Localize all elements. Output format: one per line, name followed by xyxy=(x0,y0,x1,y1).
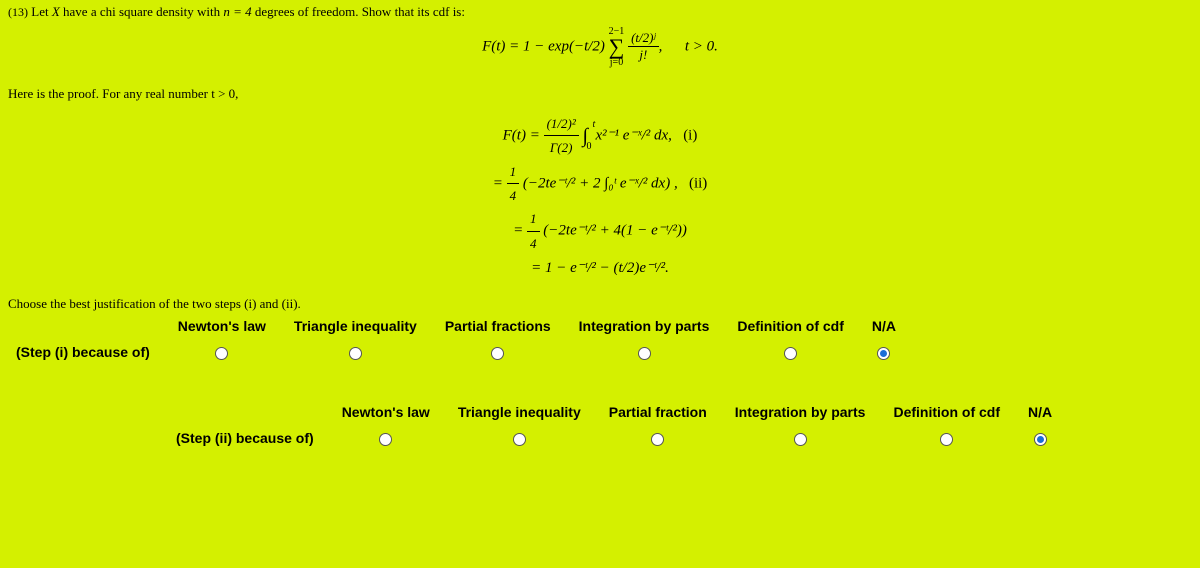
col-header: Integration by parts xyxy=(565,314,724,338)
col-header: Newton's law xyxy=(328,400,444,424)
row-label: (Step (i) because of) xyxy=(8,338,164,366)
col-header: Triangle inequality xyxy=(280,314,431,338)
radio-step-ii-partial[interactable] xyxy=(651,433,664,446)
table-header-row: Newton's law Triangle inequality Partial… xyxy=(8,314,910,338)
col-header: Definition of cdf xyxy=(879,400,1014,424)
radio-step-i-parts[interactable] xyxy=(638,347,651,360)
col-header: Integration by parts xyxy=(721,400,880,424)
answer-table-step-ii: Newton's law Triangle inequality Partial… xyxy=(168,400,1066,452)
radio-step-ii-newton[interactable] xyxy=(379,433,392,446)
col-header: Partial fractions xyxy=(431,314,565,338)
radio-step-i-triangle[interactable] xyxy=(349,347,362,360)
table-row-step-ii: (Step (ii) because of) xyxy=(168,424,1066,452)
radio-step-i-partial[interactable] xyxy=(491,347,504,360)
fraction: (t/2)ʲ j! xyxy=(628,30,659,63)
col-header: N/A xyxy=(1014,400,1066,424)
integral-icon: ∫t0 xyxy=(583,118,588,154)
radio-step-i-newton[interactable] xyxy=(215,347,228,360)
col-header: Partial fraction xyxy=(595,400,721,424)
question-text: Choose the best justification of the two… xyxy=(8,296,1192,312)
col-header: Newton's law xyxy=(164,314,280,338)
table-header-row: Newton's law Triangle inequality Partial… xyxy=(168,400,1066,424)
col-header: Definition of cdf xyxy=(723,314,858,338)
radio-step-ii-triangle[interactable] xyxy=(513,433,526,446)
summation-symbol: 2−1 ∑ j=0 xyxy=(609,26,625,68)
radio-step-i-cdf[interactable] xyxy=(784,347,797,360)
problem-number: (13) xyxy=(8,5,28,19)
radio-step-i-na[interactable] xyxy=(877,347,890,360)
col-header: N/A xyxy=(858,314,910,338)
problem-statement: (13) Let X have a chi square density wit… xyxy=(8,4,1192,20)
col-header: Triangle inequality xyxy=(444,400,595,424)
radio-step-ii-na[interactable] xyxy=(1034,433,1047,446)
radio-step-ii-cdf[interactable] xyxy=(940,433,953,446)
proof-intro: Here is the proof. For any real number t… xyxy=(8,86,1192,102)
answer-table-step-i: Newton's law Triangle inequality Partial… xyxy=(8,314,910,366)
proof-equations: F(t) = (1/2)²Γ(2) ∫t0 x²⁻¹ e⁻ˣ/² dx, (i)… xyxy=(8,112,1192,282)
row-label: (Step (ii) because of) xyxy=(168,424,328,452)
display-equation: F(t) = 1 − exp(−t/2) 2−1 ∑ j=0 (t/2)ʲ j!… xyxy=(8,26,1192,68)
table-row-step-i: (Step (i) because of) xyxy=(8,338,910,366)
radio-step-ii-parts[interactable] xyxy=(794,433,807,446)
